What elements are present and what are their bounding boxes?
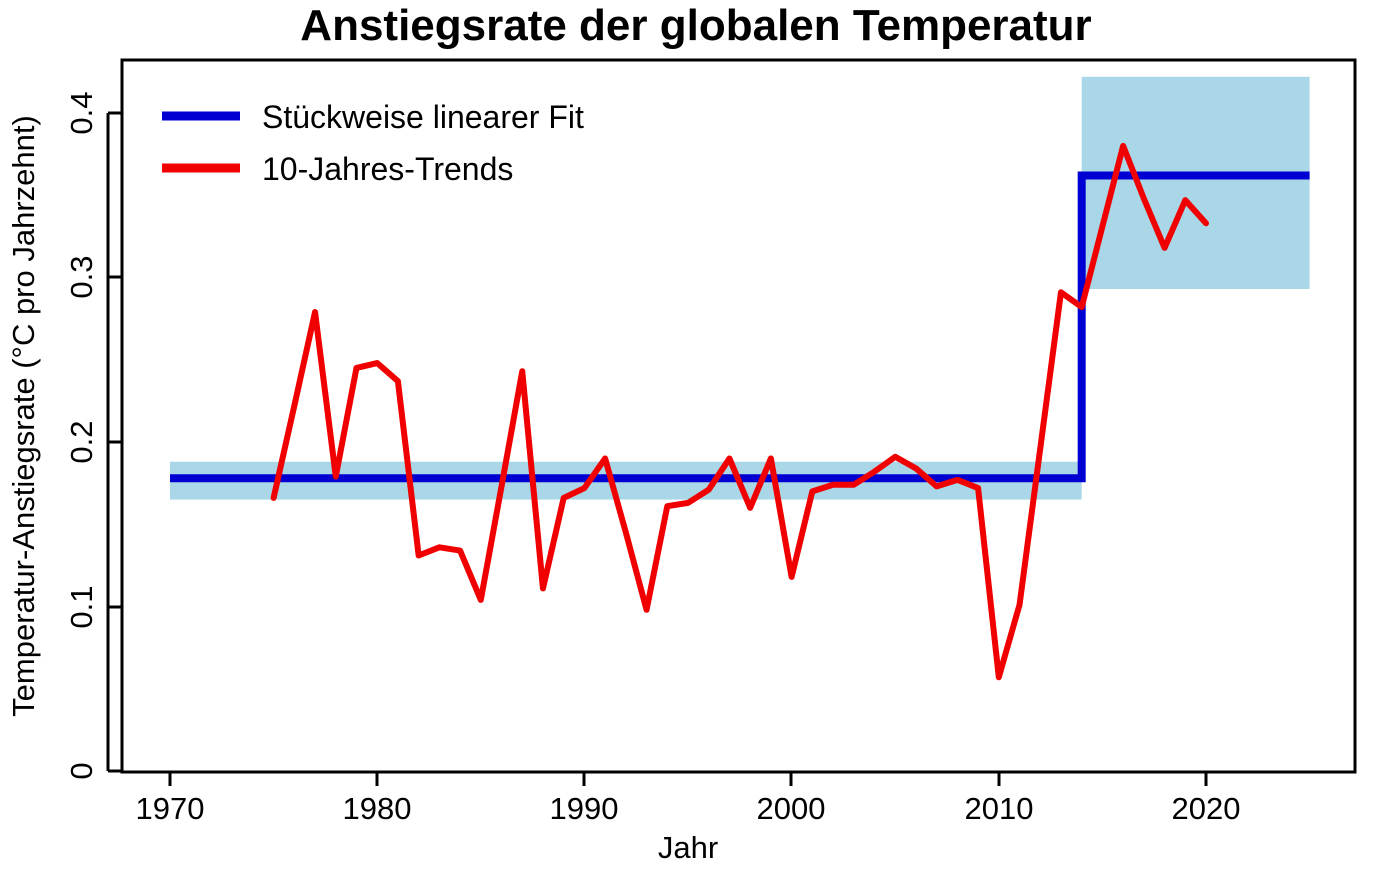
confidence-band <box>1081 76 1310 290</box>
y-axis-ticks: 0.4 0.3 0.2 0.1 0 <box>64 91 122 780</box>
x-tick-label: 2020 <box>1172 791 1241 826</box>
y-tick-label: 0.2 <box>64 420 99 463</box>
x-axis-title: Jahr <box>658 830 718 865</box>
y-tick-label: 0.3 <box>64 255 99 298</box>
decadal-trend-line <box>270 142 1209 681</box>
x-tick-label: 1980 <box>343 791 412 826</box>
plot-data-area <box>170 76 1310 681</box>
y-tick-label: 0.1 <box>64 585 99 628</box>
x-tick-label: 2000 <box>757 791 826 826</box>
legend-label-decadal-trends: 10-Jahres-Trends <box>262 151 513 187</box>
x-tick-label: 1970 <box>136 791 205 826</box>
y-tick-label: 0 <box>64 762 99 779</box>
plot-frame <box>120 58 1357 774</box>
page-title: Anstiegsrate der globalen Temperatur <box>300 1 1091 50</box>
legend-label-piecewise-fit: Stückweise linearer Fit <box>262 99 584 135</box>
y-axis-title: Temperatur-Anstiegsrate (°C pro Jahrzehn… <box>6 115 41 717</box>
x-tick-label: 2010 <box>965 791 1034 826</box>
x-axis-ticks: 1970 1980 1990 2000 2010 2020 <box>136 772 1241 826</box>
x-tick-label: 1990 <box>550 791 619 826</box>
piecewise-fit-line <box>170 171 1310 483</box>
y-tick-label: 0.4 <box>64 91 99 134</box>
chart-legend: Stückweise linearer Fit 10-Jahres-Trends <box>162 99 584 187</box>
